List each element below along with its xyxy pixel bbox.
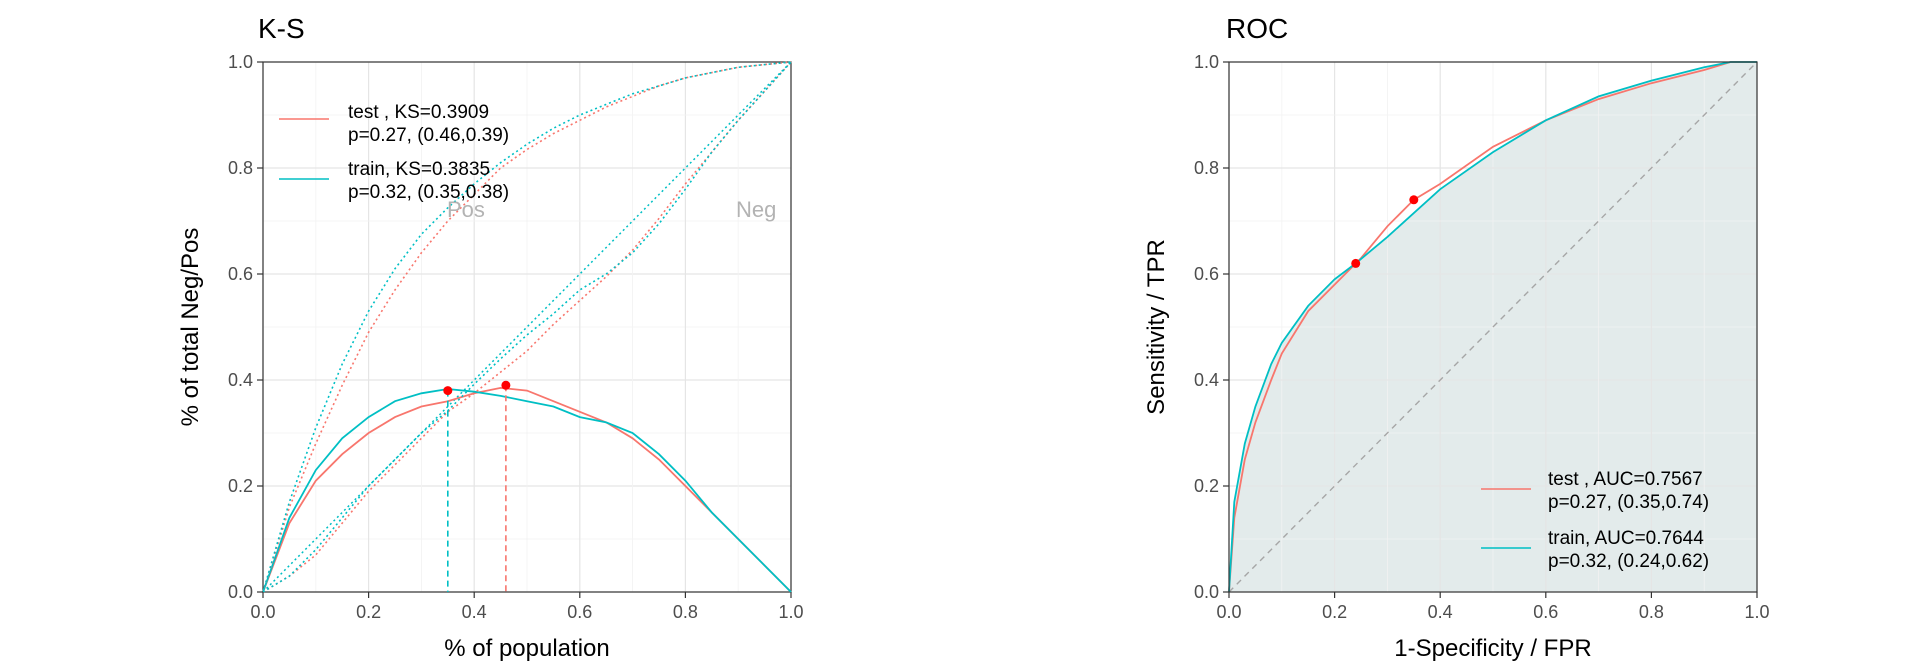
ks-y-tick-label: 0.8 — [228, 158, 253, 178]
roc-legend-train-line1: train, AUC=0.7644 — [1548, 528, 1704, 549]
ks-y-tick-label: 0.6 — [228, 264, 253, 284]
roc-series-test — [1228, 61, 1757, 593]
ks-marks-layer — [443, 380, 511, 592]
ks-y-tick-label: 1.0 — [228, 52, 253, 72]
roc-y-tick-label: 1.0 — [1194, 52, 1219, 72]
roc-diagonal-line — [1228, 61, 1758, 593]
roc-y-tick-label: 0.8 — [1194, 158, 1219, 178]
ks-max-point-train — [443, 386, 453, 396]
ks-x-tick-label: 0.6 — [567, 602, 592, 622]
ks-legend: test , KS=0.3909 p=0.27, (0.46,0.39) tra… — [279, 102, 509, 203]
roc-legend-test-line1: test , AUC=0.7567 — [1548, 469, 1703, 490]
ks-annotation-pos: Pos — [447, 197, 485, 222]
ks-title: K-S — [258, 13, 305, 44]
ks-ticks: 0.0 0.2 0.4 0.6 0.8 1.0 0.0 0.2 0.4 0.6 0.8 1.0 — [228, 52, 804, 622]
ks-series-layer — [262, 61, 792, 593]
ks-x-tick-label: 0.2 — [356, 602, 381, 622]
roc-y-tick-label: 0.4 — [1194, 370, 1219, 390]
roc-ticks: 0.0 0.2 0.4 0.6 0.8 1.0 0.0 0.2 0.4 0.6 0.8 1.0 — [1194, 52, 1770, 622]
roc-series-train — [1228, 61, 1757, 593]
roc-x-tick-label: 0.2 — [1322, 602, 1347, 622]
ks-plot-border — [262, 61, 792, 593]
ks-series-test — [262, 386, 792, 593]
roc-plot-border — [1228, 61, 1758, 593]
ks-series-test-pos — [262, 61, 792, 593]
ks-series-train-pos — [262, 61, 792, 593]
ks-legend-test-line2: p=0.27, (0.46,0.39) — [348, 125, 509, 146]
ks-y-tick-label: 0.4 — [228, 370, 253, 390]
roc-x-tick-label: 1.0 — [1744, 602, 1769, 622]
ks-chart: K-S Pos Neg 0.0 0.2 0.4 0.6 0.8 1.00.00.20.40… — [177, 13, 804, 662]
roc-cutoff-point-train — [1351, 258, 1361, 268]
roc-x-tick-label: 0.6 — [1533, 602, 1558, 622]
roc-y-axis-label: Sensitivity / TPR — [1143, 239, 1170, 415]
roc-x-axis-label: 1-Specificity / FPR — [1394, 635, 1591, 662]
ks-legend-test-line1: test , KS=0.3909 — [348, 102, 489, 123]
ks-legend-train-line2: p=0.32, (0.35,0.38) — [348, 182, 509, 203]
ks-x-axis-label: % of population — [444, 635, 609, 662]
ks-y-axis-label: % of total Neg/Pos — [177, 228, 204, 427]
roc-y-tick-label: 0.0 — [1194, 582, 1219, 602]
roc-series-layer — [1228, 61, 1758, 593]
roc-marks-layer — [1351, 195, 1419, 268]
ks-y-tick-label: 0.0 — [228, 582, 253, 602]
ks-max-point-test — [501, 380, 511, 390]
roc-legend-test-line2: p=0.27, (0.35,0.74) — [1548, 492, 1709, 513]
roc-y-tick-label: 0.6 — [1194, 264, 1219, 284]
ks-x-tick-label: 1.0 — [778, 602, 803, 622]
ks-y-tick-label: 0.2 — [228, 476, 253, 496]
ks-legend-train-line1: train, KS=0.3835 — [348, 159, 490, 180]
roc-y-tick-label: 0.2 — [1194, 476, 1219, 496]
ks-series-train — [262, 388, 792, 593]
roc-x-tick-label: 0.8 — [1639, 602, 1664, 622]
ks-x-tick-label: 0.0 — [250, 602, 275, 622]
roc-title: ROC — [1226, 13, 1288, 44]
ks-annotation-neg: Neg — [736, 197, 776, 222]
ks-x-tick-label: 0.4 — [462, 602, 487, 622]
roc-legend-train-line2: p=0.32, (0.24,0.62) — [1548, 551, 1709, 572]
roc-legend: test , AUC=0.7567 p=0.27, (0.35,0.74) tr… — [1481, 469, 1709, 572]
roc-chart: ROC 0.0 0.2 0.4 0.6 0.8 1.0 0.0 0.2 0.4 0.6 0.8 1.0… — [1143, 13, 1770, 662]
roc-cutoff-point-test — [1409, 195, 1419, 205]
roc-x-tick-label: 0.0 — [1216, 602, 1241, 622]
ks-x-tick-label: 0.8 — [673, 602, 698, 622]
roc-x-tick-label: 0.4 — [1428, 602, 1453, 622]
